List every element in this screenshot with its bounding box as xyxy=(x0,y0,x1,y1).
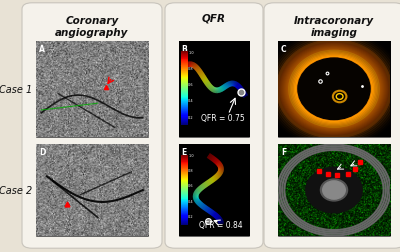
Text: QFR = 0.84: QFR = 0.84 xyxy=(199,220,243,229)
Text: 0.4: 0.4 xyxy=(188,199,194,203)
Text: Coronary
angiography: Coronary angiography xyxy=(55,16,129,38)
Circle shape xyxy=(323,181,345,199)
Bar xyxy=(278,42,390,137)
Circle shape xyxy=(306,168,362,213)
Text: F: F xyxy=(281,148,286,156)
Text: C: C xyxy=(281,44,287,53)
Text: A: A xyxy=(39,44,45,53)
Text: Intracoronary
imaging: Intracoronary imaging xyxy=(294,16,374,38)
Text: 1.0: 1.0 xyxy=(188,154,194,158)
Text: 0.8: 0.8 xyxy=(188,168,194,172)
Text: B: B xyxy=(182,44,187,53)
Bar xyxy=(36,42,148,137)
Text: Case 1: Case 1 xyxy=(0,84,32,94)
FancyBboxPatch shape xyxy=(264,4,400,248)
FancyBboxPatch shape xyxy=(165,4,263,248)
Text: E: E xyxy=(182,148,187,156)
Bar xyxy=(36,145,148,236)
Text: 0.6: 0.6 xyxy=(188,184,194,188)
Bar xyxy=(178,42,250,137)
Circle shape xyxy=(298,59,370,120)
Text: D: D xyxy=(39,148,45,156)
Text: QFR: QFR xyxy=(202,14,226,24)
Text: 0.2: 0.2 xyxy=(188,214,194,218)
Text: 0.6: 0.6 xyxy=(188,83,194,87)
Bar xyxy=(278,145,390,236)
Text: 0.8: 0.8 xyxy=(188,66,194,70)
Text: QFR = 0.75: QFR = 0.75 xyxy=(201,114,244,123)
Text: 1.0: 1.0 xyxy=(188,51,194,55)
Text: Case 2: Case 2 xyxy=(0,185,32,195)
Text: 0.4: 0.4 xyxy=(188,99,194,103)
FancyBboxPatch shape xyxy=(22,4,162,248)
Text: 0.2: 0.2 xyxy=(188,115,194,119)
Circle shape xyxy=(320,179,348,201)
Bar xyxy=(178,145,250,236)
